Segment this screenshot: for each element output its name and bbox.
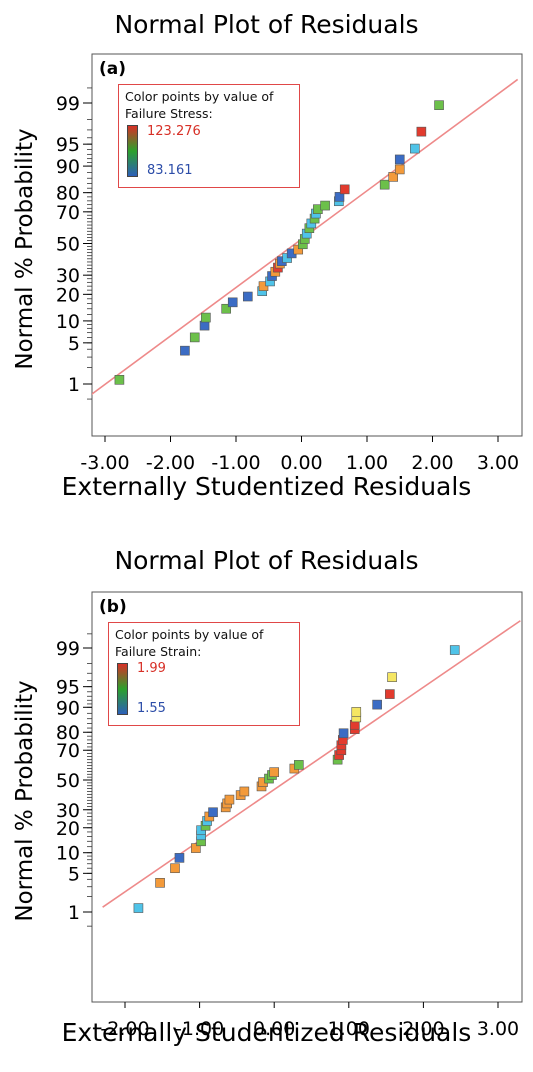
- x-tick-label: 3.00: [477, 452, 519, 474]
- x-tick-label: -1.00: [175, 1018, 224, 1040]
- legend-title: Color points by value of Failure Strain:: [115, 626, 263, 660]
- x-axis-label: Externally Studentized Residuals: [61, 1018, 472, 1047]
- fit-line: [92, 78, 519, 395]
- y-tick-label: 70: [56, 740, 80, 762]
- data-point: [320, 200, 330, 211]
- data-point: [379, 179, 390, 190]
- legend-max-value: 1.99: [137, 661, 166, 676]
- y-tick-label: 90: [56, 156, 80, 178]
- y-tick-label: 20: [56, 818, 80, 840]
- panel-a: Normal Plot of Residuals 1 5 10 20 30 50 70 80 9…: [12, 10, 523, 501]
- panel-b: Normal Plot of Residuals 1 5 10 20 30 50 70 80 9…: [0, 536, 533, 1072]
- data-point: [339, 184, 350, 195]
- data-point: [388, 172, 399, 182]
- x-tick-label: 1.00: [328, 1018, 370, 1040]
- data-point: [385, 689, 395, 699]
- legend-color-bar: [117, 663, 128, 715]
- legend-color-bar: [127, 125, 138, 177]
- data-point: [338, 728, 349, 739]
- x-tick-label: 2.00: [411, 452, 453, 474]
- y-axis-label: Normal % Probability: [12, 680, 38, 921]
- legend: Color points by value of Failure Stress:…: [118, 84, 300, 188]
- y-tick-label: 95: [56, 134, 80, 156]
- legend: Color points by value of Failure Strain:…: [108, 622, 300, 726]
- y-tick-label: 80: [56, 722, 80, 744]
- x-tick-label: -2.00: [100, 1018, 149, 1040]
- data-point: [372, 699, 382, 710]
- data-point: [208, 807, 218, 818]
- data-point: [227, 297, 238, 308]
- x-tick-label: 1.00: [346, 452, 388, 474]
- data-point: [449, 645, 460, 655]
- x-tick-label: -3.00: [80, 452, 129, 474]
- x-tick-label: 0.00: [280, 452, 322, 474]
- x-axis-label: Externally Studentized Residuals: [61, 472, 472, 501]
- chart-title: Normal Plot of Residuals: [114, 10, 419, 39]
- y-tick-label: 99: [56, 93, 80, 115]
- fit-line: [102, 620, 521, 908]
- y-tick-label: 1: [68, 374, 80, 396]
- y-tick-label: 1: [68, 902, 80, 924]
- x-tick-label: 3.00: [477, 1018, 519, 1040]
- data-point: [221, 303, 231, 314]
- data-point: [239, 786, 250, 797]
- x-tick-label: -2.00: [146, 452, 195, 474]
- y-tick-label: 70: [56, 202, 80, 224]
- data-point: [269, 767, 280, 777]
- data-point: [174, 853, 185, 863]
- legend-max-value: 123.276: [147, 124, 201, 139]
- data-point: [191, 843, 201, 853]
- legend-min-value: 1.55: [137, 701, 166, 716]
- data-point: [155, 878, 165, 888]
- chart-title: Normal Plot of Residuals: [114, 546, 419, 575]
- data-point: [416, 126, 427, 137]
- y-tick-label: 5: [68, 863, 80, 885]
- x-tick-label: -1.00: [211, 452, 260, 474]
- y-tick-label: 99: [56, 638, 80, 660]
- plot-frame: [91, 53, 523, 437]
- x-tick-label: 2.00: [402, 1018, 444, 1040]
- data-point: [170, 863, 180, 874]
- data-point: [242, 291, 253, 302]
- y-tick-label: 95: [56, 677, 80, 699]
- data-point: [180, 345, 190, 356]
- y-tick-label: 10: [56, 843, 80, 865]
- y-tick-label: 20: [56, 284, 80, 306]
- y-tick-label: 10: [56, 311, 80, 333]
- panel-label: (b): [99, 597, 127, 617]
- data-point: [410, 143, 420, 154]
- data-point: [114, 375, 125, 385]
- y-tick-label: 30: [56, 265, 80, 287]
- legend-title-line2: Failure Stress:: [125, 106, 213, 121]
- y-tick-label: 80: [56, 183, 80, 205]
- data-point: [394, 164, 405, 175]
- legend-title-line1: Color points by value of: [115, 627, 264, 642]
- y-tick-label: 30: [56, 800, 80, 822]
- data-point: [133, 903, 144, 913]
- y-tick-label: 50: [56, 234, 80, 256]
- legend-title: Color points by value of Failure Stress:: [125, 88, 273, 122]
- legend-title-line2: Failure Strain:: [115, 644, 202, 659]
- data-point: [334, 192, 345, 202]
- y-axis-label: Normal % Probability: [12, 128, 38, 369]
- data-point: [394, 154, 405, 165]
- data-point: [189, 332, 200, 343]
- legend-title-line1: Color points by value of: [125, 89, 274, 104]
- data-point: [224, 794, 235, 805]
- data-point: [294, 760, 304, 770]
- y-tick-label: 50: [56, 770, 80, 792]
- y-tick-label: 90: [56, 697, 80, 719]
- y-tick-label: 5: [68, 333, 80, 355]
- data-point: [387, 672, 397, 682]
- legend-min-value: 83.161: [147, 163, 193, 178]
- data-point: [351, 707, 362, 717]
- data-point: [434, 100, 444, 110]
- x-tick-label: 0.00: [253, 1018, 295, 1040]
- data-point: [199, 320, 210, 331]
- panel-label: (a): [99, 59, 126, 79]
- data-point: [201, 312, 211, 323]
